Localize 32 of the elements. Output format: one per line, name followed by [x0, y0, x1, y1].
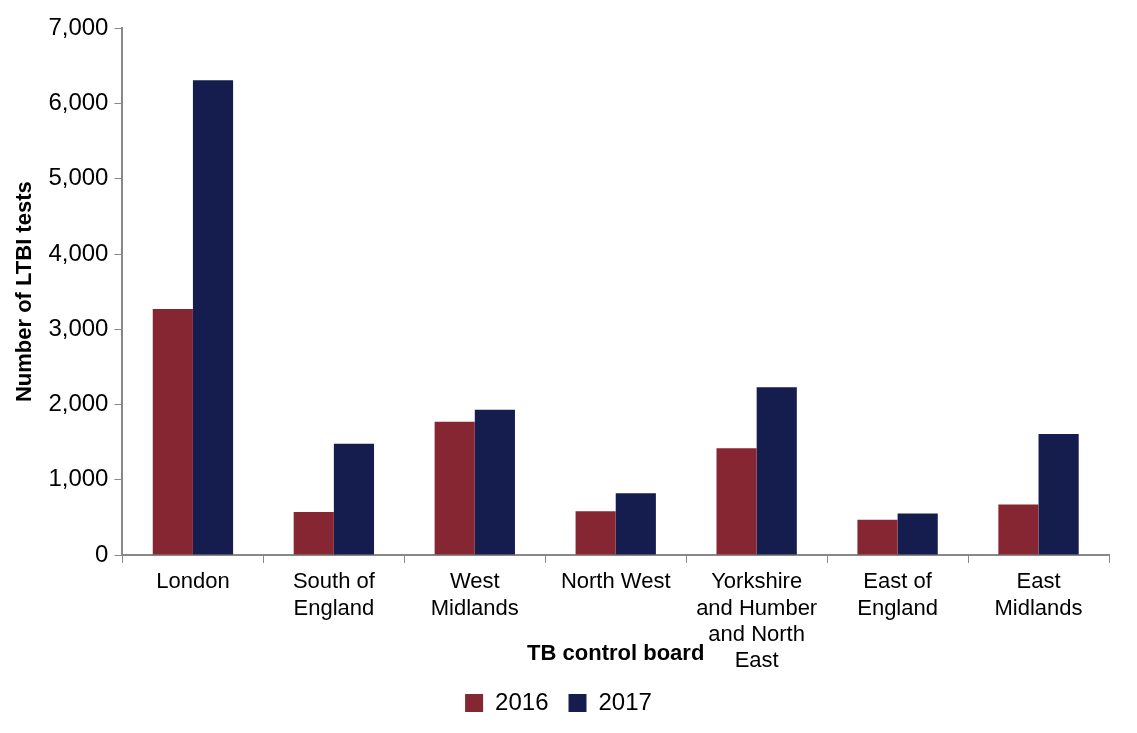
- bar: [333, 443, 375, 555]
- bar: [1038, 433, 1079, 555]
- x-tick-label: East Midlands: [994, 568, 1083, 620]
- x-tick-label: North West: [560, 568, 671, 594]
- bar: [434, 421, 475, 555]
- bar: [615, 493, 656, 555]
- legend-label: 2017: [598, 687, 652, 715]
- x-tick-label: South of England: [292, 568, 376, 620]
- bar: [152, 309, 193, 555]
- bar: [857, 519, 898, 555]
- y-tick-label: 0: [95, 539, 109, 567]
- x-tick-label: East of England: [857, 568, 938, 620]
- bar: [293, 512, 334, 555]
- bar: [474, 409, 515, 555]
- y-tick-label: 1,000: [48, 464, 109, 492]
- x-tick-label: London: [156, 568, 230, 594]
- y-tick-label: 4,000: [48, 238, 109, 266]
- bar: [192, 80, 234, 555]
- bar: [575, 511, 616, 555]
- y-tick-label: 7,000: [48, 13, 109, 41]
- legend-label: 2016: [495, 687, 549, 715]
- y-axis-title: Number of LTBI tests: [11, 181, 37, 403]
- y-tick-label: 6,000: [48, 88, 109, 116]
- bar: [998, 504, 1039, 555]
- y-tick-label: 2,000: [48, 389, 109, 417]
- y-tick-label: 5,000: [48, 163, 109, 191]
- x-axis-title: TB control board: [527, 639, 705, 665]
- x-tick-label: West Midlands: [430, 568, 519, 620]
- bar: [716, 448, 757, 555]
- bar: [897, 513, 938, 555]
- y-tick-label: 3,000: [48, 313, 109, 341]
- bar: [756, 387, 797, 555]
